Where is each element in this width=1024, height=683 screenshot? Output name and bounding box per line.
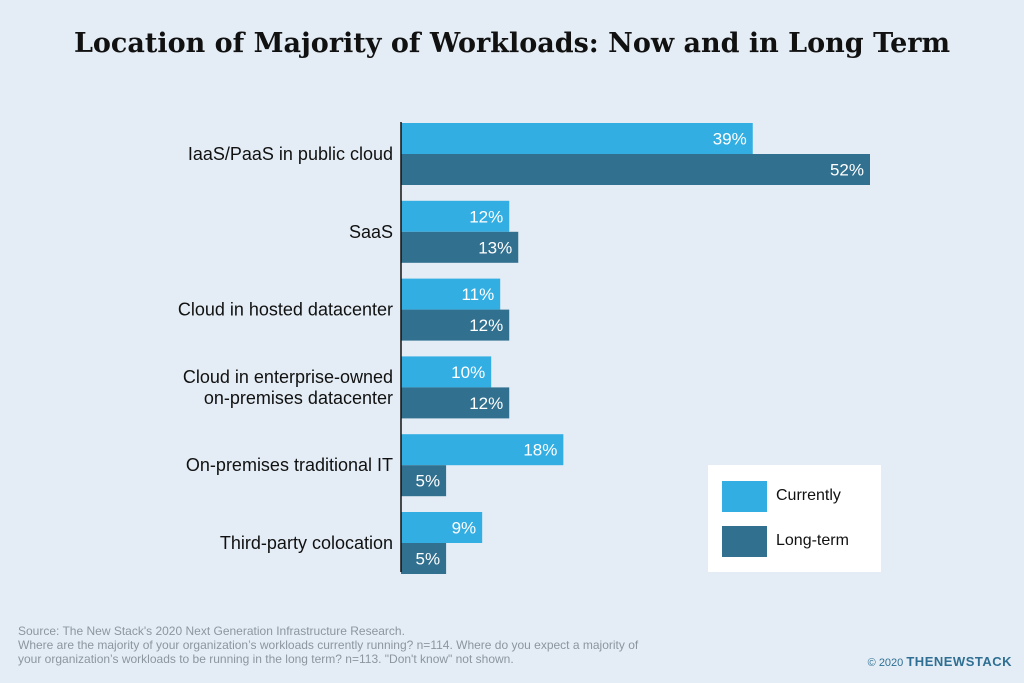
legend-swatch-currently (722, 481, 767, 512)
category-label: Third-party colocation (220, 533, 393, 553)
bar-long-term-2 (401, 309, 510, 341)
data-label: 13% (478, 238, 512, 257)
source-note: Source: The New Stack's 2020 Next Genera… (18, 624, 778, 666)
data-label: 12% (469, 394, 503, 413)
legend-item-long-term: Long-term (722, 526, 872, 557)
copyright-text: © 2020 (867, 657, 904, 669)
data-label: 18% (523, 441, 557, 460)
data-label: 5% (416, 472, 441, 491)
bar-long-term-1 (401, 231, 519, 263)
data-label: 9% (452, 519, 477, 538)
bar-currently-4 (401, 434, 564, 466)
bar-long-term-0 (401, 154, 870, 185)
legend-swatch-long-term (722, 526, 767, 557)
bar-long-term-5 (401, 543, 447, 574)
data-label: 12% (469, 316, 503, 335)
category-label: Cloud in enterprise-owned on-premises dat… (183, 367, 393, 408)
bar-chart: IaaS/PaaS in public cloud 39% 52% SaaS 12% 13… (178, 122, 870, 574)
source-line: Where are the majority of your organizat… (18, 638, 639, 652)
data-label: 39% (713, 130, 747, 149)
legend-label-long-term: Long-term (776, 532, 849, 549)
legend-item-currently: Currently (722, 481, 872, 512)
chart-title: Location of Majority of Workloads: Now a… (73, 28, 951, 59)
credit: © 2020 THENEWSTACK (868, 654, 1012, 669)
bar-long-term-3 (401, 387, 510, 419)
bar-currently-3 (401, 356, 492, 388)
bar-currently-5 (401, 512, 483, 543)
bar-currently-2 (401, 278, 501, 310)
category-label: On-premises traditional IT (186, 455, 393, 475)
source-line: Source: The New Stack's 2020 Next Genera… (18, 624, 405, 638)
bar-currently-1 (401, 200, 510, 232)
bar-long-term-4 (401, 465, 447, 497)
data-label: 12% (469, 207, 503, 226)
data-label: 52% (830, 161, 864, 180)
legend-label-currently: Currently (776, 487, 841, 504)
bar-currently-0 (401, 123, 753, 154)
category-label: SaaS (349, 222, 393, 242)
category-label: Cloud in hosted datacenter (178, 300, 393, 320)
source-line: your organization’s workloads to be runn… (18, 652, 514, 666)
category-label: IaaS/PaaS in public cloud (188, 144, 393, 164)
data-label: 5% (416, 550, 441, 569)
data-label: 11% (461, 285, 494, 304)
data-label: 10% (451, 363, 485, 382)
chart-legend: Currently Long-term (708, 465, 881, 572)
brand-logo-text: THENEWSTACK (906, 654, 1012, 669)
